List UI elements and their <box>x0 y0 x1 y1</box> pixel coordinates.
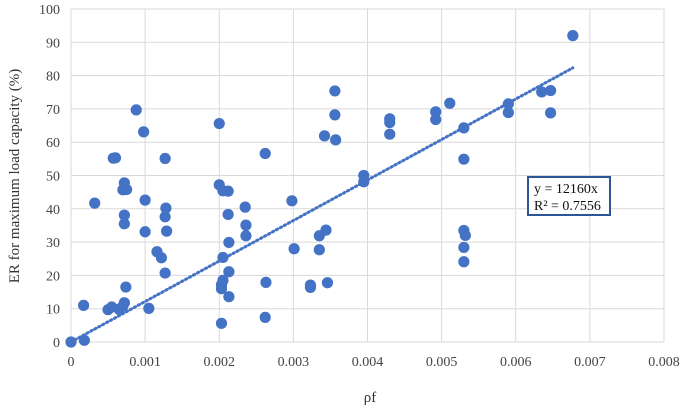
data-point <box>318 130 331 142</box>
trendline-equation-box: y = 12160x R² = 0.7556 <box>527 176 611 216</box>
data-point <box>155 252 168 264</box>
data-point <box>222 208 234 221</box>
data-point <box>502 98 514 110</box>
y-tick-label: 40 <box>46 203 60 218</box>
y-tick-label: 50 <box>46 170 60 185</box>
data-point <box>458 256 470 268</box>
x-tick-label: 0.006 <box>500 355 532 370</box>
data-point <box>139 226 151 238</box>
data-point <box>223 236 235 249</box>
data-point <box>213 117 225 130</box>
data-point <box>120 281 132 293</box>
data-point <box>259 311 271 323</box>
x-tick-label: 0.004 <box>352 355 384 370</box>
trendline-equation: y = 12160x <box>534 182 598 197</box>
trendline-path <box>69 66 575 344</box>
x-tick-label: 0.002 <box>204 355 236 370</box>
data-point <box>384 128 396 140</box>
x-tick-label: 0.007 <box>574 355 606 370</box>
data-point <box>567 30 579 42</box>
data-point <box>138 126 150 138</box>
y-tick-label: 90 <box>46 36 60 51</box>
data-point <box>222 185 234 197</box>
data-point <box>78 334 90 346</box>
data-point <box>458 241 470 254</box>
data-point <box>544 107 557 119</box>
data-point <box>215 317 228 329</box>
data-point <box>118 297 130 309</box>
data-point <box>329 85 341 97</box>
y-tick-label: 0 <box>53 336 60 351</box>
data-point <box>139 194 151 206</box>
data-point <box>458 122 470 134</box>
data-point <box>130 104 142 116</box>
data-point <box>329 109 341 121</box>
data-point <box>384 116 396 129</box>
data-point <box>160 202 172 214</box>
x-axis-title: ρf <box>364 390 376 406</box>
data-point <box>223 291 235 303</box>
data-point <box>304 281 317 293</box>
data-point <box>288 243 300 255</box>
data-point <box>536 86 548 98</box>
data-point <box>159 267 171 279</box>
data-point <box>320 224 332 236</box>
data-point <box>223 266 235 278</box>
data-point <box>313 244 325 256</box>
y-tick-label: 30 <box>46 236 60 251</box>
data-point <box>159 211 171 223</box>
data-point <box>330 134 342 146</box>
data-point <box>240 219 252 231</box>
y-axis-title: ER for maximum load capacity (%) <box>7 69 23 284</box>
y-tick-label: 10 <box>46 303 60 318</box>
r-squared-value: R² = 0.7556 <box>534 199 601 214</box>
data-point <box>458 153 470 165</box>
data-point <box>240 230 252 242</box>
x-tick-label: 0.005 <box>426 355 458 370</box>
data-point <box>544 84 557 97</box>
data-point <box>143 302 155 314</box>
data-point <box>430 113 442 126</box>
x-tick-label: 0.003 <box>278 355 310 370</box>
y-tick-label: 20 <box>46 269 60 284</box>
trendline <box>69 66 575 344</box>
y-tick-label: 100 <box>39 3 60 18</box>
x-tick-label: 0.008 <box>648 355 680 370</box>
data-point <box>321 277 334 289</box>
y-tick-label: 70 <box>46 103 60 118</box>
data-points <box>65 30 579 348</box>
data-point <box>217 251 229 264</box>
data-point <box>358 176 370 188</box>
data-point <box>65 336 77 348</box>
data-point <box>215 283 228 295</box>
y-tick-label: 80 <box>46 70 60 85</box>
data-point <box>161 225 173 237</box>
data-point <box>109 152 122 164</box>
x-tick-labels: 0 0.001 0.002 0.003 0.004 0.005 0.006 0.007 0.00… <box>68 355 680 370</box>
data-point <box>260 276 272 288</box>
data-point <box>78 299 90 311</box>
data-point <box>239 201 251 213</box>
data-point <box>118 209 130 221</box>
data-point <box>120 183 133 196</box>
data-point <box>430 106 442 118</box>
y-tick-label: 60 <box>46 136 60 151</box>
data-point <box>286 195 298 207</box>
data-point <box>459 229 471 242</box>
x-tick-label: 0 <box>68 355 75 370</box>
data-point <box>159 152 171 165</box>
data-point <box>502 106 514 119</box>
y-tick-labels: 0 10 20 30 40 50 60 70 80 90 100 <box>39 3 60 351</box>
x-tick-label: 0.001 <box>129 355 161 370</box>
data-point <box>118 218 130 230</box>
data-point <box>259 147 271 160</box>
data-point <box>89 197 101 209</box>
data-point <box>444 97 456 109</box>
